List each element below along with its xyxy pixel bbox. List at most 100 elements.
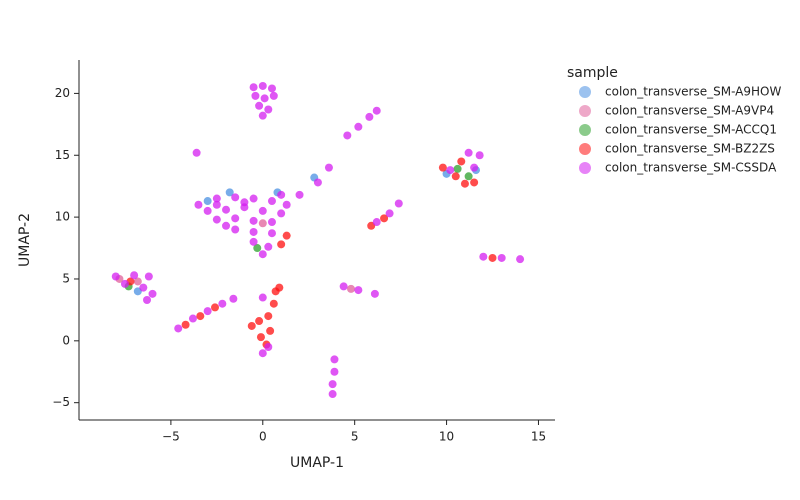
point (354, 122, 363, 131)
point (516, 255, 525, 264)
point (258, 206, 267, 215)
point (277, 209, 286, 218)
legend-marker (579, 124, 591, 136)
point (354, 286, 363, 295)
point (212, 194, 221, 203)
point (249, 216, 258, 225)
point (249, 83, 258, 92)
point (451, 172, 460, 181)
point (203, 307, 212, 316)
point (282, 231, 291, 240)
point (212, 200, 221, 209)
point (328, 390, 337, 399)
point (255, 101, 264, 110)
point (264, 105, 273, 114)
point (253, 244, 262, 253)
point (266, 326, 275, 335)
point (251, 91, 260, 100)
point (457, 157, 466, 166)
point (267, 197, 276, 206)
point (211, 303, 219, 312)
legend-label: colon_transverse_SM-BZ2ZS (605, 142, 775, 156)
y-tick-label: 0 (62, 333, 70, 347)
point (255, 317, 264, 326)
point (196, 312, 205, 321)
point (231, 214, 240, 223)
legend-title: sample (567, 65, 618, 81)
point (240, 198, 249, 207)
point (438, 163, 447, 172)
point (249, 194, 258, 203)
point (453, 164, 462, 173)
point (256, 333, 265, 342)
point (277, 190, 286, 199)
legend-marker (579, 162, 591, 174)
x-tick-label: 10 (439, 430, 454, 444)
point (370, 289, 379, 298)
point (225, 188, 234, 197)
point (143, 296, 151, 304)
point (264, 343, 273, 352)
y-axis-label: UMAP-2 (17, 213, 33, 267)
legend-label: colon_transverse_SM-CSSDA (605, 161, 777, 175)
point (470, 163, 479, 172)
point (203, 206, 212, 215)
y-tick-label: 20 (55, 86, 70, 100)
point (130, 271, 139, 280)
point (260, 94, 269, 103)
point (222, 221, 231, 230)
point (446, 166, 455, 175)
point (380, 214, 389, 223)
point (394, 199, 403, 208)
point (313, 178, 322, 187)
point (470, 178, 479, 187)
point (222, 205, 231, 214)
point (464, 148, 473, 157)
point (479, 252, 488, 261)
point (497, 253, 506, 262)
point (133, 277, 142, 286)
x-tick-label: 0 (259, 430, 267, 444)
point (188, 314, 197, 323)
point (247, 321, 256, 330)
point (258, 349, 267, 358)
x-tick-label: 15 (531, 430, 546, 444)
point (148, 289, 157, 298)
point (347, 284, 355, 293)
point (372, 106, 381, 115)
point (203, 197, 212, 206)
point (460, 179, 469, 188)
legend-label: colon_transverse_SM-A9HOW (605, 85, 781, 99)
point (324, 163, 333, 172)
point (144, 272, 153, 281)
point (258, 111, 267, 120)
point (295, 190, 304, 199)
y-tick-label: 5 (62, 271, 70, 285)
point (258, 81, 267, 90)
point (330, 367, 339, 376)
y-tick-label: 10 (55, 210, 70, 224)
point (231, 193, 240, 202)
point (231, 225, 240, 234)
point (139, 283, 148, 292)
y-tick-label: 15 (55, 148, 70, 162)
point (258, 219, 267, 228)
point (120, 279, 129, 288)
legend-marker (579, 86, 591, 98)
legend-label: colon_transverse_SM-A9VP4 (605, 104, 774, 118)
point (269, 91, 278, 100)
point (267, 84, 276, 93)
legend-label: colon_transverse_SM-ACCQ1 (605, 123, 777, 137)
point (212, 215, 221, 224)
point (343, 131, 352, 140)
point (249, 227, 258, 236)
point (111, 272, 120, 281)
point (488, 253, 497, 262)
point (218, 299, 227, 308)
point (372, 218, 381, 227)
point (282, 200, 291, 209)
point (264, 312, 273, 321)
x-tick-label: 5 (351, 430, 359, 444)
x-axis-label: UMAP-1 (290, 455, 344, 471)
